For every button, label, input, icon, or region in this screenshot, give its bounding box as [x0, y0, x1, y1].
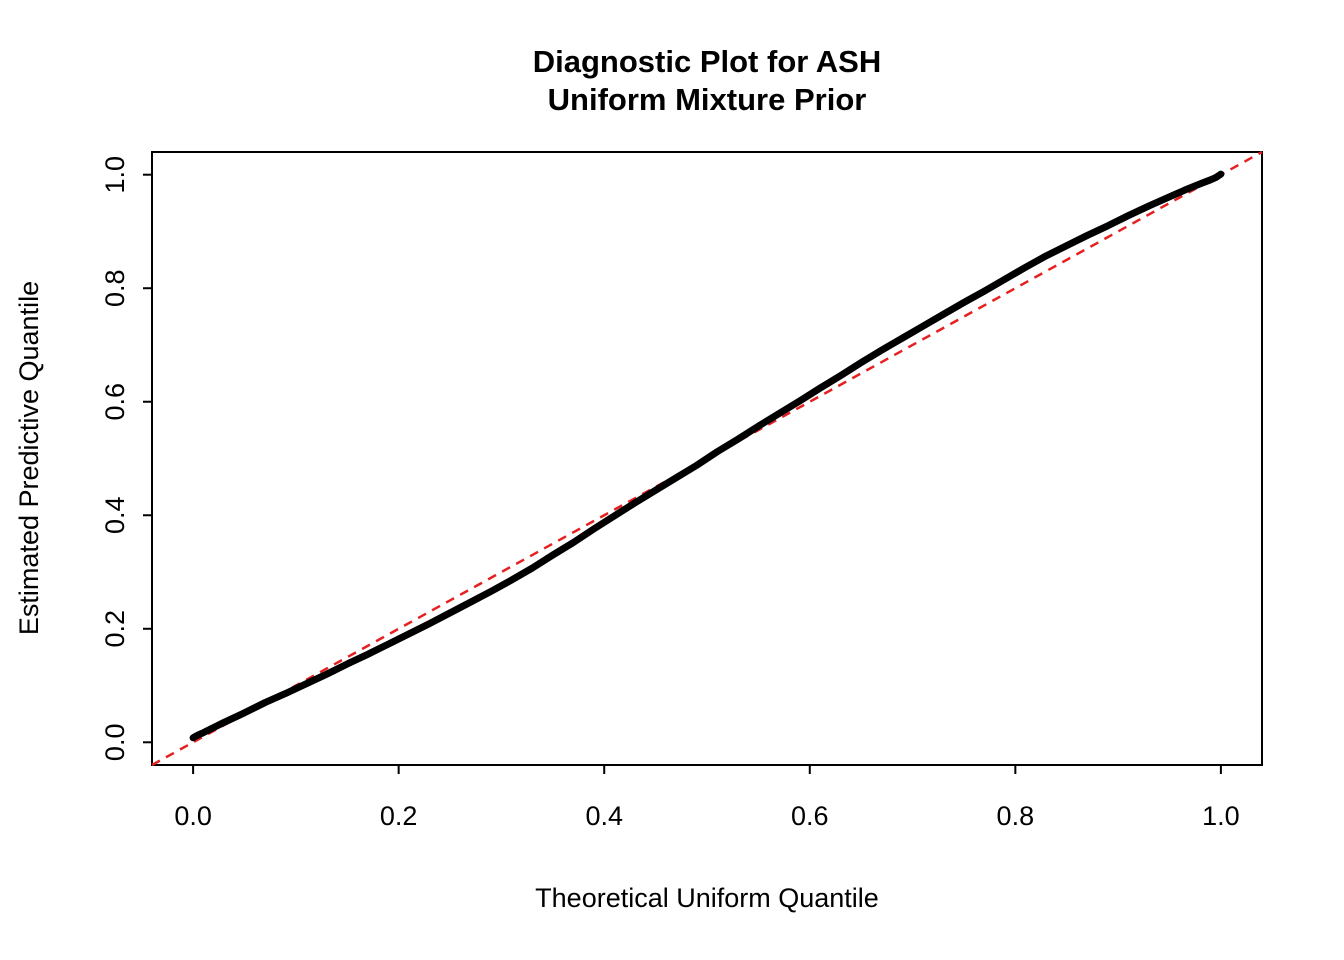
plot-title-line1: Diagnostic Plot for ASH [533, 44, 881, 79]
y-axis-label: Estimated Predictive Quantile [14, 281, 44, 635]
svg-text:0.0: 0.0 [100, 724, 130, 762]
qq-curve [189, 170, 1225, 742]
svg-text:0.6: 0.6 [791, 801, 829, 831]
svg-text:1.0: 1.0 [1202, 801, 1240, 831]
y-axis-ticks [143, 173, 152, 744]
reference-line [151, 150, 1263, 767]
x-axis-label: Theoretical Uniform Quantile [535, 883, 879, 913]
svg-text:0.8: 0.8 [997, 801, 1035, 831]
plot-title-line2: Uniform Mixture Prior [548, 82, 867, 117]
x-axis-ticks [192, 765, 1222, 774]
svg-text:0.2: 0.2 [380, 801, 418, 831]
svg-text:0.4: 0.4 [585, 801, 623, 831]
svg-text:0.6: 0.6 [100, 383, 130, 421]
svg-text:0.8: 0.8 [100, 269, 130, 307]
plot-box [151, 151, 1263, 766]
x-axis-tick-labels: 0.0 0.2 0.4 0.6 0.8 1.0 [174, 801, 1239, 831]
svg-text:1.0: 1.0 [100, 156, 130, 194]
svg-text:0.4: 0.4 [100, 496, 130, 534]
svg-text:0.2: 0.2 [100, 610, 130, 648]
svg-text:0.0: 0.0 [174, 801, 212, 831]
y-axis-tick-labels: 0.0 0.2 0.4 0.6 0.8 1.0 [100, 156, 130, 761]
